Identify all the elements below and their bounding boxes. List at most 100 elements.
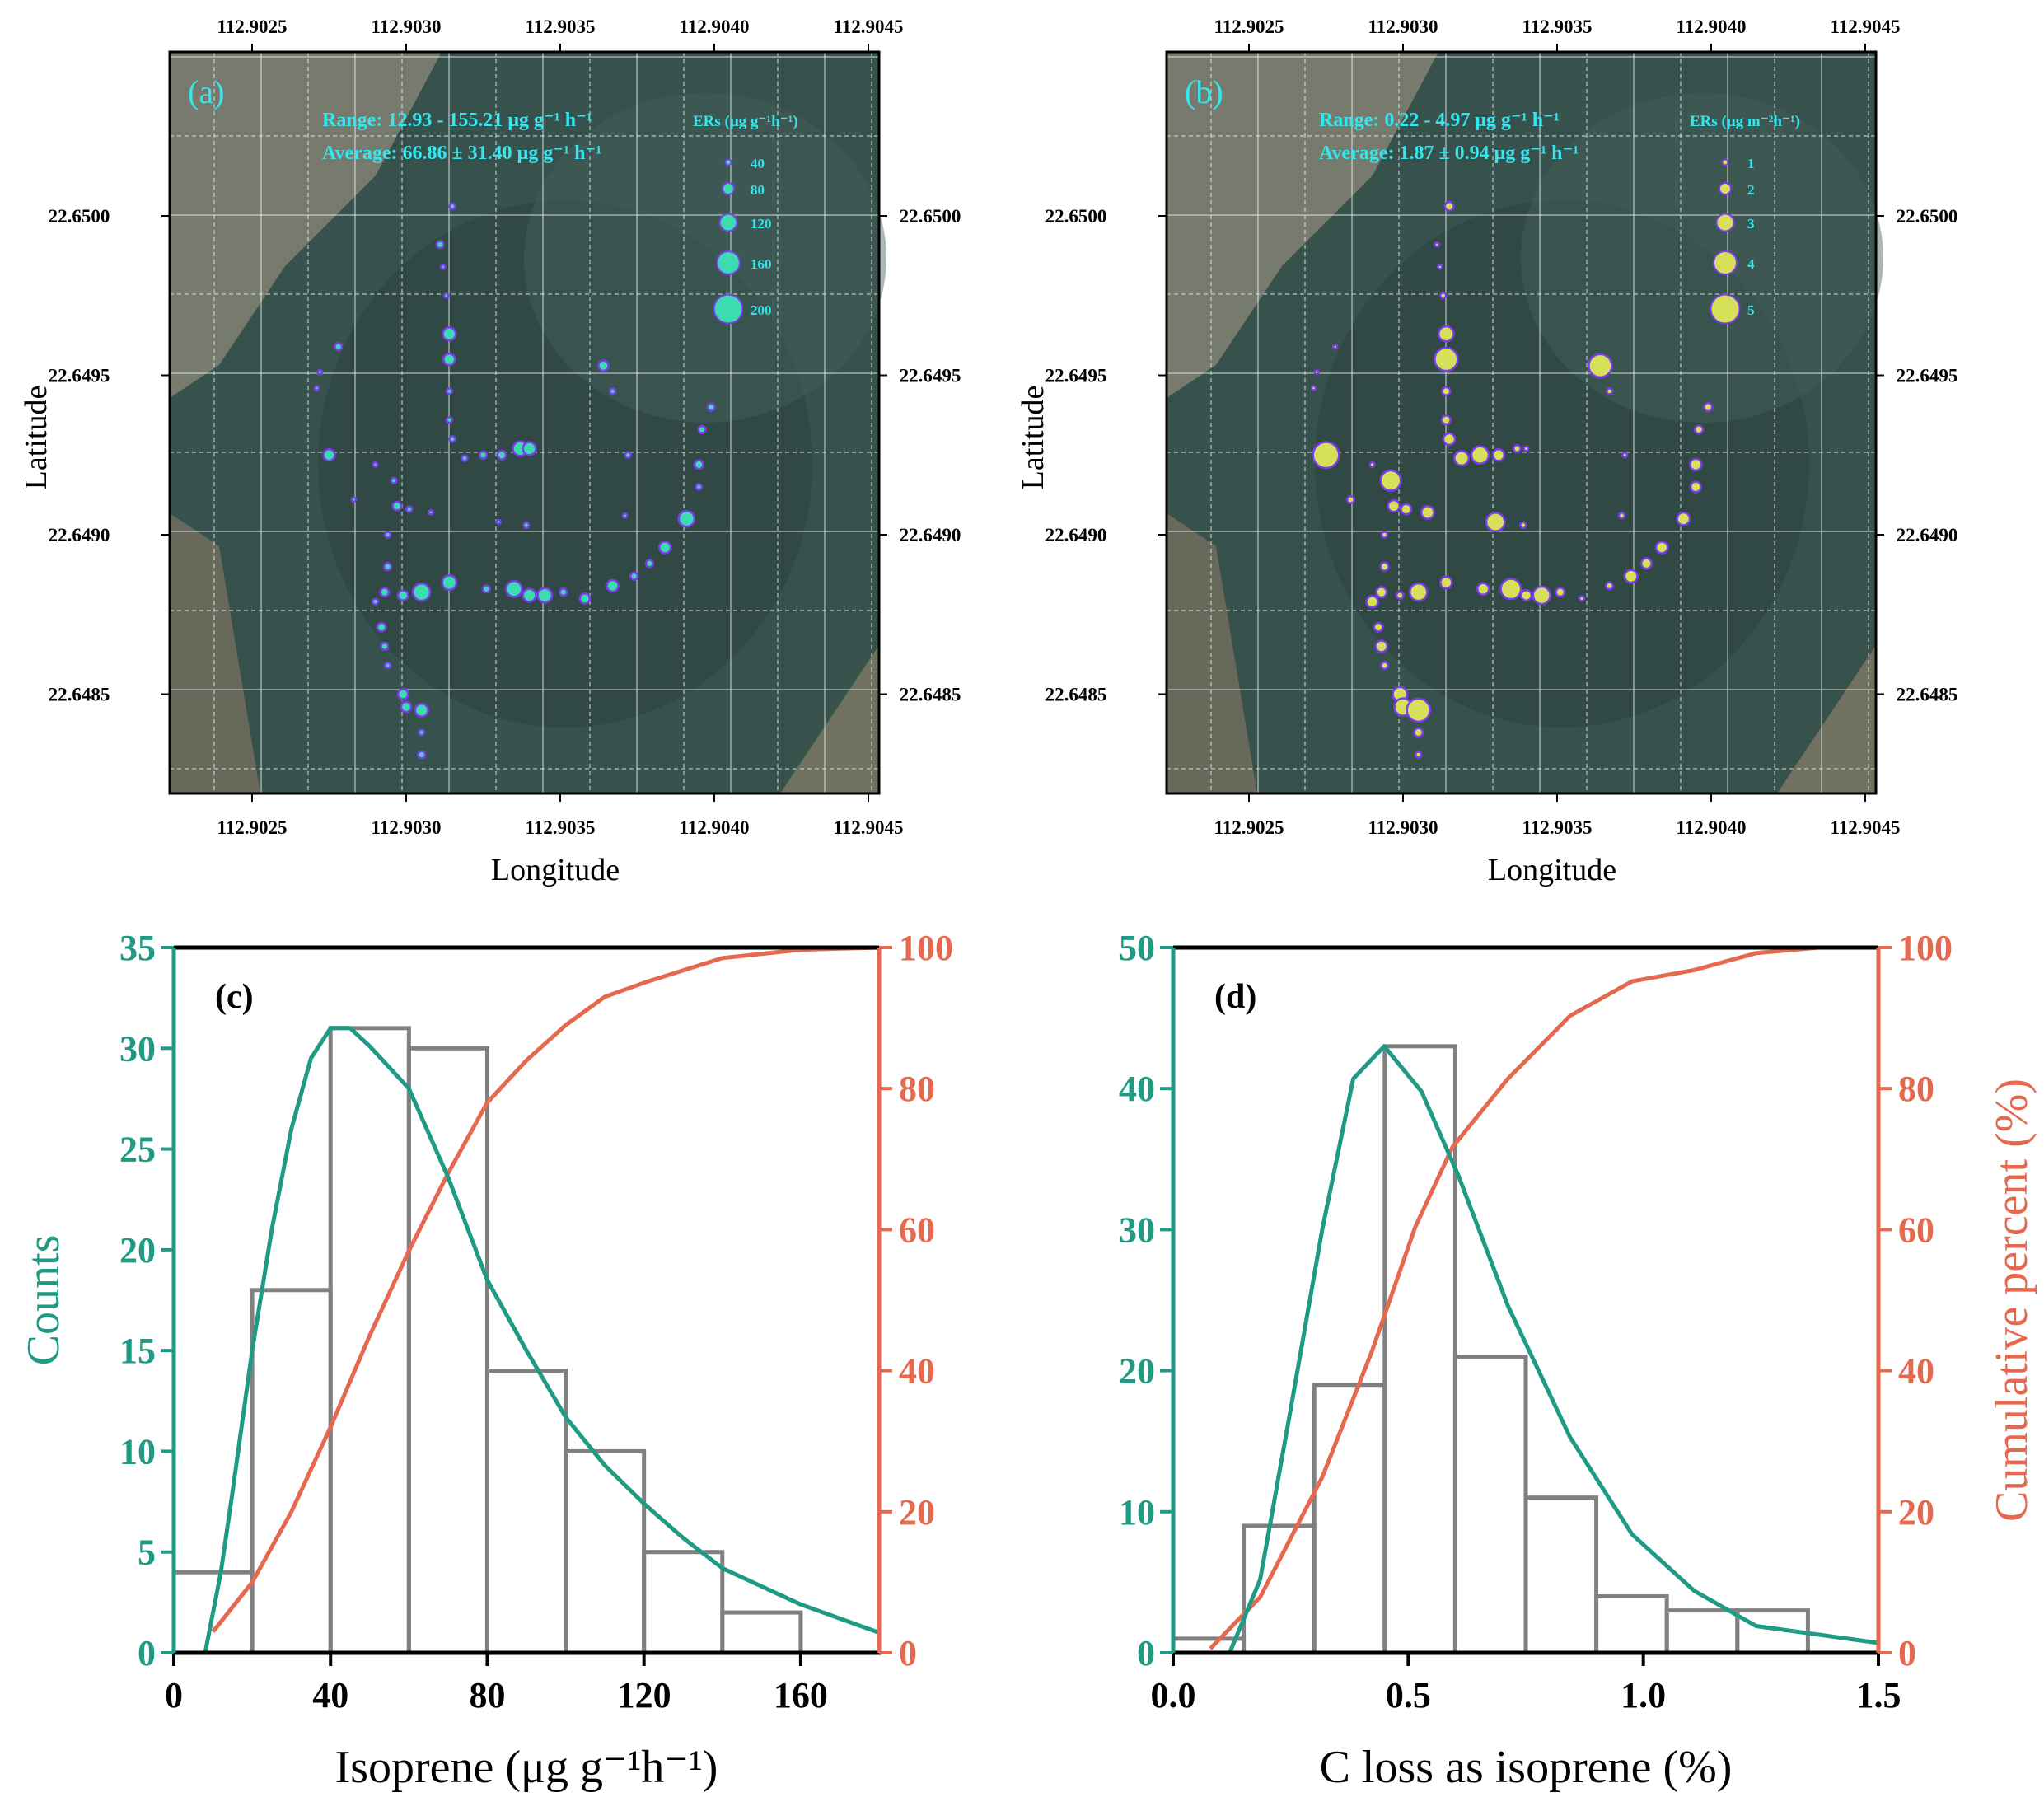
lon-tick-label-top: 112.9040 xyxy=(680,16,750,37)
data-point xyxy=(1310,385,1317,391)
data-point xyxy=(1438,292,1448,300)
data-point xyxy=(1621,452,1629,459)
data-point xyxy=(1499,578,1522,601)
data-point xyxy=(505,579,523,598)
legend-title: ERs (μg g⁻¹h⁻¹) xyxy=(693,113,798,130)
y2-tick-label: 0 xyxy=(899,1633,917,1673)
x-axis-title: C loss as isoprene (%) xyxy=(1320,1742,1733,1793)
data-point xyxy=(1380,661,1390,671)
y-tick-label: 5 xyxy=(138,1533,156,1573)
lat-tick-label-right: 22.6490 xyxy=(900,525,961,545)
lat-tick-label-left: 22.6490 xyxy=(49,525,110,545)
data-point xyxy=(536,587,554,604)
data-point xyxy=(1414,751,1423,759)
x-tick-label: 1.0 xyxy=(1621,1675,1666,1715)
lon-tick-label-bottom: 112.9045 xyxy=(1831,817,1901,838)
y-tick-label: 25 xyxy=(119,1130,156,1170)
farmland-area xyxy=(170,52,442,398)
y-tick-label: 10 xyxy=(1119,1492,1155,1533)
lon-tick-label-top: 112.9045 xyxy=(834,16,904,37)
data-point xyxy=(697,424,707,434)
data-point xyxy=(1578,595,1585,602)
data-point xyxy=(313,385,320,391)
lat-tick-label-right: 22.6500 xyxy=(1897,206,1958,227)
average-text: Average: 66.86 ± 31.40 μg g⁻¹ h⁻¹ xyxy=(322,143,601,164)
y2-tick-label: 0 xyxy=(1898,1633,1916,1673)
data-point xyxy=(478,450,489,460)
data-point xyxy=(1532,585,1552,606)
lon-tick-label-bottom: 112.9045 xyxy=(834,817,904,838)
y2-tick-label: 100 xyxy=(899,928,953,968)
x-tick-label: 40 xyxy=(312,1675,348,1715)
data-point xyxy=(400,700,413,714)
data-point xyxy=(1491,448,1506,462)
histogram-bar xyxy=(1452,1354,1528,1655)
x-axis-title: Isoprene (μg g⁻¹h⁻¹) xyxy=(335,1742,718,1793)
legend-bubble xyxy=(722,182,735,195)
data-point xyxy=(1408,582,1429,602)
data-point xyxy=(1413,727,1424,738)
x-tick-label: 80 xyxy=(469,1675,505,1715)
legend-bubble xyxy=(1719,182,1732,195)
lon-tick-label-top: 112.9035 xyxy=(1522,16,1593,37)
data-point xyxy=(414,702,429,718)
data-point xyxy=(559,587,568,597)
lon-tick-label-bottom: 112.9040 xyxy=(680,817,750,838)
histogram-panel-d: 0.0 0.5 1.0 1.501020304050020406080100(d)C … xyxy=(1119,928,2037,1793)
data-point xyxy=(693,459,704,470)
lon-tick-label-top: 112.9040 xyxy=(1677,16,1747,37)
data-point xyxy=(1485,512,1506,532)
lognormal-fit-curve xyxy=(1228,1044,1879,1654)
data-point xyxy=(1453,450,1471,467)
lat-tick-label-right: 22.6490 xyxy=(1897,525,1958,545)
lon-tick-label-top: 112.9025 xyxy=(217,16,288,37)
data-point xyxy=(1368,461,1376,468)
data-point xyxy=(1312,441,1340,470)
data-point xyxy=(495,518,503,526)
x-tick-label: 120 xyxy=(617,1675,671,1715)
histogram-bar xyxy=(720,1610,803,1655)
lat-tick-label-left: 22.6495 xyxy=(49,366,110,386)
data-point xyxy=(1345,494,1355,504)
range-text: Range: 0.22 - 4.97 μg g⁻¹ h⁻¹ xyxy=(1319,110,1560,131)
x-tick-label: 1.5 xyxy=(1856,1675,1901,1715)
y2-tick-label: 100 xyxy=(1898,928,1953,968)
y-axis-title: Counts xyxy=(18,1235,69,1366)
data-point xyxy=(606,578,620,593)
data-point xyxy=(428,509,434,516)
data-point xyxy=(1617,512,1626,520)
range-text: Range: 12.93 - 155.21 μg g⁻¹ h⁻¹ xyxy=(322,110,592,131)
data-point xyxy=(322,448,336,462)
data-point xyxy=(657,541,672,555)
histogram-bar xyxy=(1382,1044,1457,1655)
data-point xyxy=(1623,569,1639,584)
data-point xyxy=(1379,469,1402,492)
data-point xyxy=(1434,241,1440,248)
data-point xyxy=(376,621,387,633)
legend-title: ERs (μg m⁻²h⁻¹) xyxy=(1690,113,1800,130)
y2-tick-label: 60 xyxy=(899,1210,935,1250)
data-point xyxy=(448,435,456,443)
lat-tick-label-left: 22.6485 xyxy=(1045,685,1107,705)
y-tick-label: 30 xyxy=(1119,1210,1155,1250)
data-point xyxy=(1439,575,1453,590)
y2-tick-label: 40 xyxy=(899,1351,935,1392)
legend-bubble xyxy=(1713,250,1738,275)
forest-canopy xyxy=(318,200,812,728)
data-point xyxy=(1703,402,1714,413)
data-point xyxy=(396,688,409,700)
data-point xyxy=(1605,581,1615,591)
map-frame xyxy=(1165,50,1878,795)
data-point xyxy=(1522,445,1530,452)
forest-canopy xyxy=(524,93,886,423)
data-point xyxy=(522,441,537,456)
lon-tick-label-top: 112.9045 xyxy=(1831,16,1901,37)
data-point xyxy=(1689,457,1703,472)
histogram-bar xyxy=(1312,1383,1387,1655)
data-point xyxy=(1437,264,1443,270)
lon-tick-label-top: 112.9030 xyxy=(372,16,442,37)
data-point xyxy=(412,582,432,602)
data-point xyxy=(1374,639,1389,653)
y-tick-label: 20 xyxy=(1119,1351,1155,1392)
lon-tick-label-bottom: 112.9030 xyxy=(1368,817,1438,838)
